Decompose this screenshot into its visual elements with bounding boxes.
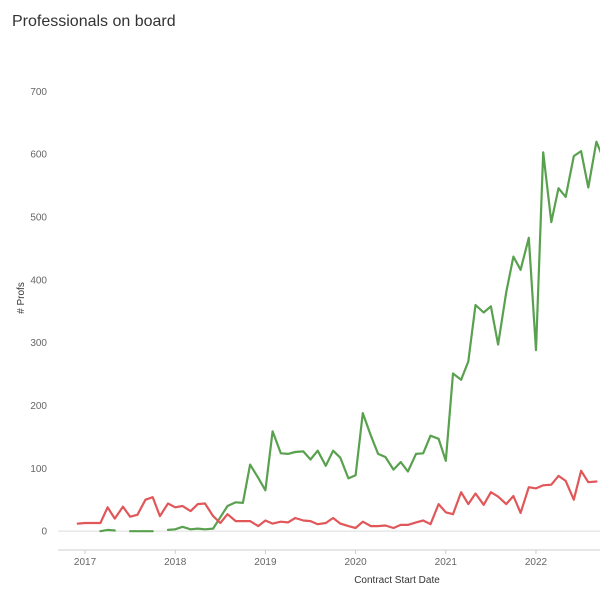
x-axis-ticks: 2017 2018 2019 2020 2021 2022	[74, 550, 548, 568]
x-tick-label: 2018	[164, 557, 187, 568]
x-axis-title: Contract Start Date	[354, 575, 440, 586]
y-tick-label: 0	[41, 527, 47, 538]
x-tick-label: 2021	[435, 557, 458, 568]
y-tick-label: 500	[30, 213, 47, 224]
y-tick-label: 100	[30, 464, 47, 475]
y-tick-label: 400	[30, 275, 47, 286]
series-layer	[76, 140, 600, 533]
chart-title: Professionals on board	[12, 13, 176, 30]
series-line-2-segment-1	[76, 469, 598, 530]
y-tick-label: 300	[30, 338, 47, 349]
y-axis-title: # Profs	[16, 282, 27, 314]
y-axis-ticks: 0 100 200 300 400 500 600 700	[30, 87, 47, 538]
x-tick-label: 2019	[254, 557, 277, 568]
y-tick-label: 700	[30, 87, 47, 98]
x-tick-label: 2020	[344, 557, 367, 568]
y-tick-label: 600	[30, 150, 47, 161]
y-tick-label: 200	[30, 401, 47, 412]
x-tick-label: 2017	[74, 557, 97, 568]
series-line-1-segment-1	[99, 528, 116, 533]
series-line-1-segment-3	[166, 140, 600, 532]
x-tick-label: 2022	[525, 557, 548, 568]
